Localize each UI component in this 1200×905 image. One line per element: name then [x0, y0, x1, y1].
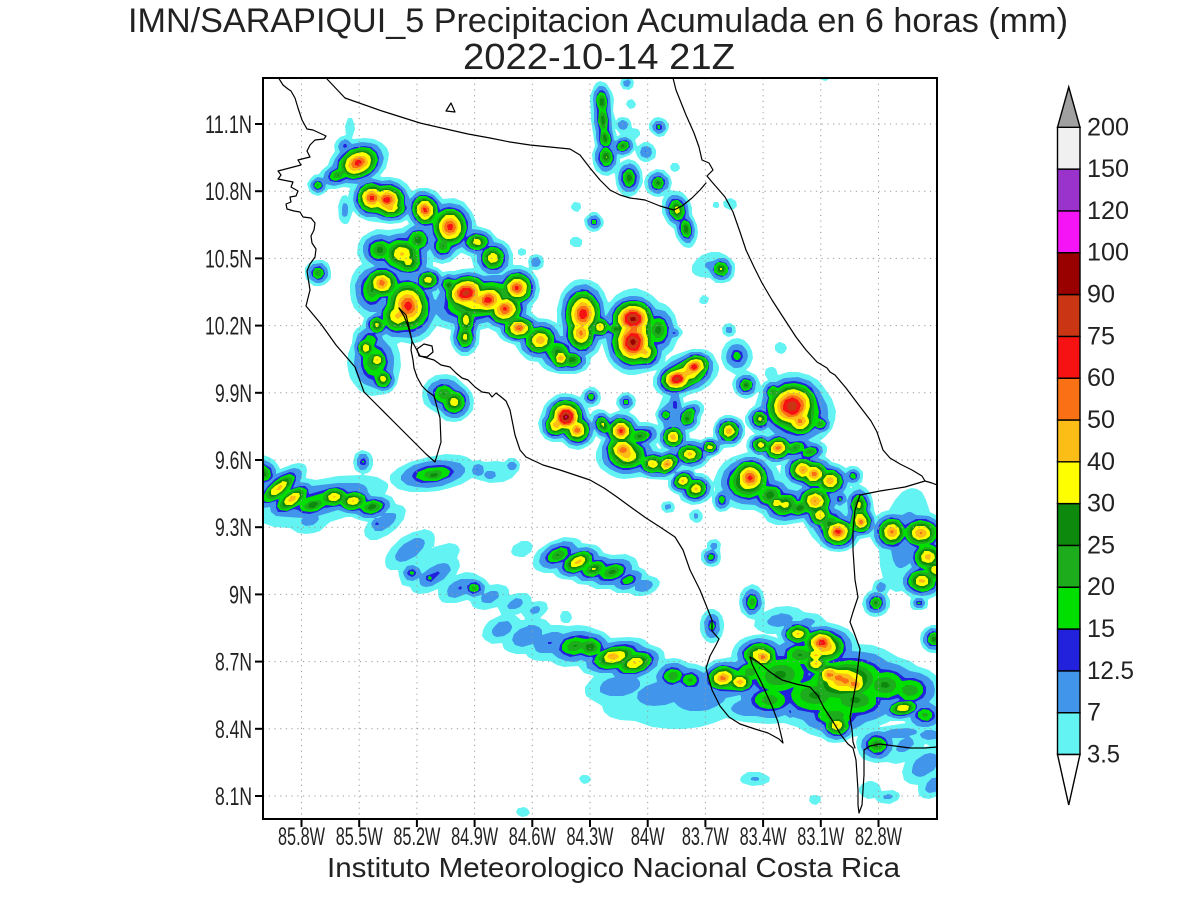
svg-text:83.1W: 83.1W	[797, 823, 844, 851]
svg-text:10.2N: 10.2N	[205, 313, 252, 341]
svg-text:83.7W: 83.7W	[682, 823, 729, 851]
svg-text:9.3N: 9.3N	[215, 514, 252, 542]
svg-text:9N: 9N	[229, 581, 252, 609]
svg-text:85.2W: 85.2W	[393, 823, 440, 851]
svg-text:84.9W: 84.9W	[451, 823, 498, 851]
svg-text:85.8W: 85.8W	[278, 823, 325, 851]
svg-text:84.3W: 84.3W	[567, 823, 614, 851]
svg-text:50: 50	[1087, 406, 1115, 434]
svg-text:12.5: 12.5	[1087, 657, 1134, 685]
svg-text:84W: 84W	[631, 823, 665, 851]
svg-text:120: 120	[1087, 197, 1129, 225]
svg-text:11.1N: 11.1N	[205, 111, 252, 139]
svg-text:60: 60	[1087, 364, 1115, 392]
svg-text:8.7N: 8.7N	[215, 649, 252, 677]
svg-text:8.4N: 8.4N	[215, 716, 252, 744]
svg-text:150: 150	[1087, 155, 1129, 183]
svg-text:83.4W: 83.4W	[740, 823, 787, 851]
svg-text:30: 30	[1087, 490, 1115, 518]
svg-text:15: 15	[1087, 615, 1115, 643]
svg-text:85.5W: 85.5W	[336, 823, 383, 851]
svg-text:10.5N: 10.5N	[205, 245, 252, 273]
svg-text:10.8N: 10.8N	[205, 178, 252, 206]
svg-text:3.5: 3.5	[1087, 741, 1120, 769]
svg-text:Instituto Meteorologico Nacion: Instituto Meteorologico Nacional Costa R…	[327, 852, 900, 883]
svg-text:2022-10-14 21Z: 2022-10-14 21Z	[463, 36, 735, 77]
svg-text:75: 75	[1087, 322, 1115, 350]
svg-text:40: 40	[1087, 448, 1115, 476]
svg-text:90: 90	[1087, 281, 1115, 309]
svg-text:IMN/SARAPIQUI_5 Precipitacion: IMN/SARAPIQUI_5 Precipitacion Acumulada …	[128, 2, 1068, 40]
svg-text:8.1N: 8.1N	[215, 783, 252, 811]
svg-text:9.6N: 9.6N	[215, 447, 252, 475]
svg-text:20: 20	[1087, 573, 1115, 601]
svg-text:25: 25	[1087, 531, 1115, 559]
svg-text:100: 100	[1087, 239, 1129, 267]
svg-text:7: 7	[1087, 699, 1101, 727]
svg-text:200: 200	[1087, 113, 1129, 141]
svg-text:84.6W: 84.6W	[509, 823, 556, 851]
svg-text:82.8W: 82.8W	[855, 823, 902, 851]
svg-text:9.9N: 9.9N	[215, 380, 252, 408]
